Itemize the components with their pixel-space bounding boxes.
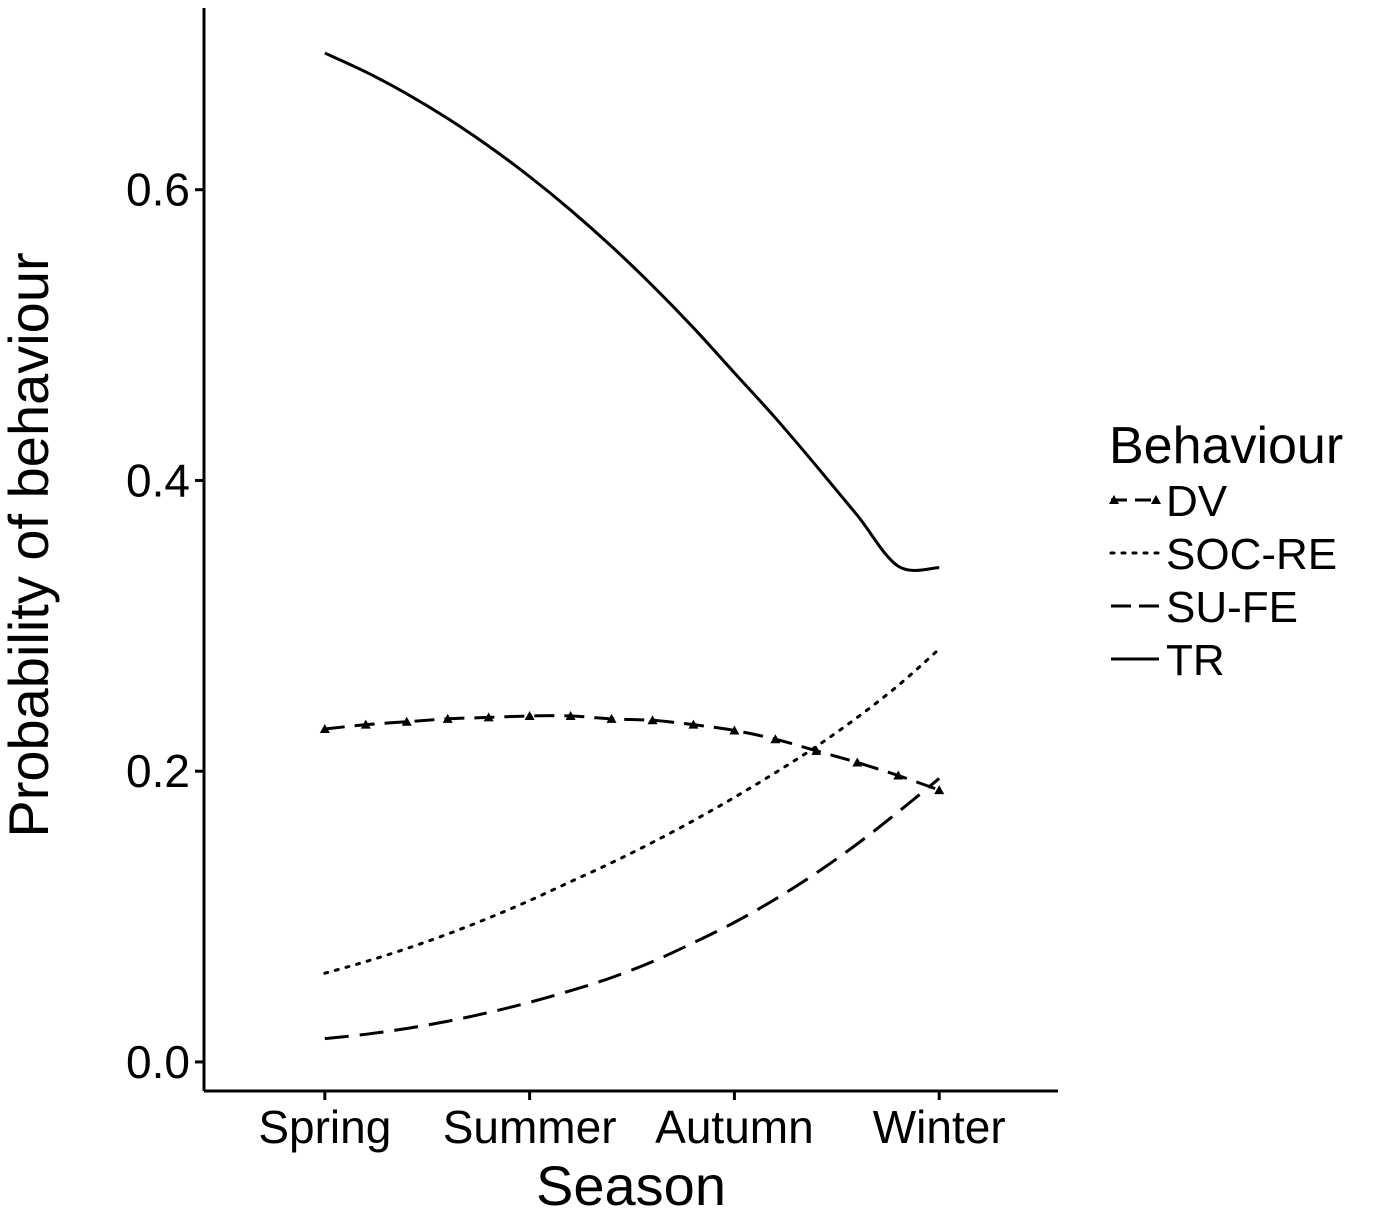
series-dv xyxy=(319,710,945,795)
y-ticks: 0.0 0.2 0.4 0.6 xyxy=(126,164,204,1088)
legend-item-su-fe: SU-FE xyxy=(1111,583,1298,632)
data-point-dv xyxy=(524,710,535,720)
series-su-fe xyxy=(324,777,941,1041)
data-point-dv xyxy=(319,724,330,734)
legend-label-su-fe: SU-FE xyxy=(1166,583,1298,632)
plot-lines xyxy=(319,51,945,1041)
data-point-dv xyxy=(606,713,617,723)
x-tick-label-spring: Spring xyxy=(258,1101,391,1153)
line-dv xyxy=(324,714,940,792)
x-ticks: Spring Summer Autumn Winter xyxy=(258,1091,1006,1153)
line-su-fe xyxy=(324,777,941,1041)
y-tick-label: 0.4 xyxy=(126,454,190,506)
series-soc-re xyxy=(323,647,941,975)
x-axis-title: Season xyxy=(536,1154,726,1210)
legend-label-soc-re: SOC-RE xyxy=(1166,530,1337,579)
legend-marker-dv xyxy=(1151,495,1161,504)
line-tr xyxy=(324,51,940,572)
data-point-dv xyxy=(442,713,453,723)
data-point-dv xyxy=(729,725,740,735)
data-point-dv xyxy=(360,719,371,729)
legend-label-dv: DV xyxy=(1166,477,1228,526)
x-tick-label-autumn: Autumn xyxy=(655,1101,814,1153)
legend-marker-dv xyxy=(1109,495,1119,504)
y-tick-label: 0.2 xyxy=(126,745,190,797)
data-point-dv xyxy=(565,710,576,720)
data-point-dv xyxy=(401,716,412,726)
legend-item-tr: TR xyxy=(1111,636,1225,685)
line-soc-re xyxy=(323,647,941,975)
y-axis-title: Probability of behaviour xyxy=(0,252,60,837)
legend-item-soc-re: SOC-RE xyxy=(1109,530,1337,579)
data-point-dv xyxy=(852,757,863,767)
y-tick-label: 0.0 xyxy=(126,1036,190,1088)
x-tick-label-winter: Winter xyxy=(873,1101,1006,1153)
data-point-dv xyxy=(688,719,699,729)
legend-title: Behaviour xyxy=(1109,417,1343,475)
data-point-dv xyxy=(893,770,904,780)
series-tr xyxy=(324,51,940,572)
axes xyxy=(202,8,1058,1093)
data-point-dv xyxy=(811,745,822,755)
y-tick-label: 0.6 xyxy=(126,164,190,216)
legend-item-dv: DV xyxy=(1109,477,1228,526)
data-point-dv xyxy=(770,734,781,744)
x-tick-label-summer: Summer xyxy=(443,1101,617,1153)
data-point-dv xyxy=(647,715,658,725)
data-point-dv xyxy=(483,712,494,722)
data-point-dv xyxy=(934,785,945,795)
legend-label-tr: TR xyxy=(1166,636,1225,685)
